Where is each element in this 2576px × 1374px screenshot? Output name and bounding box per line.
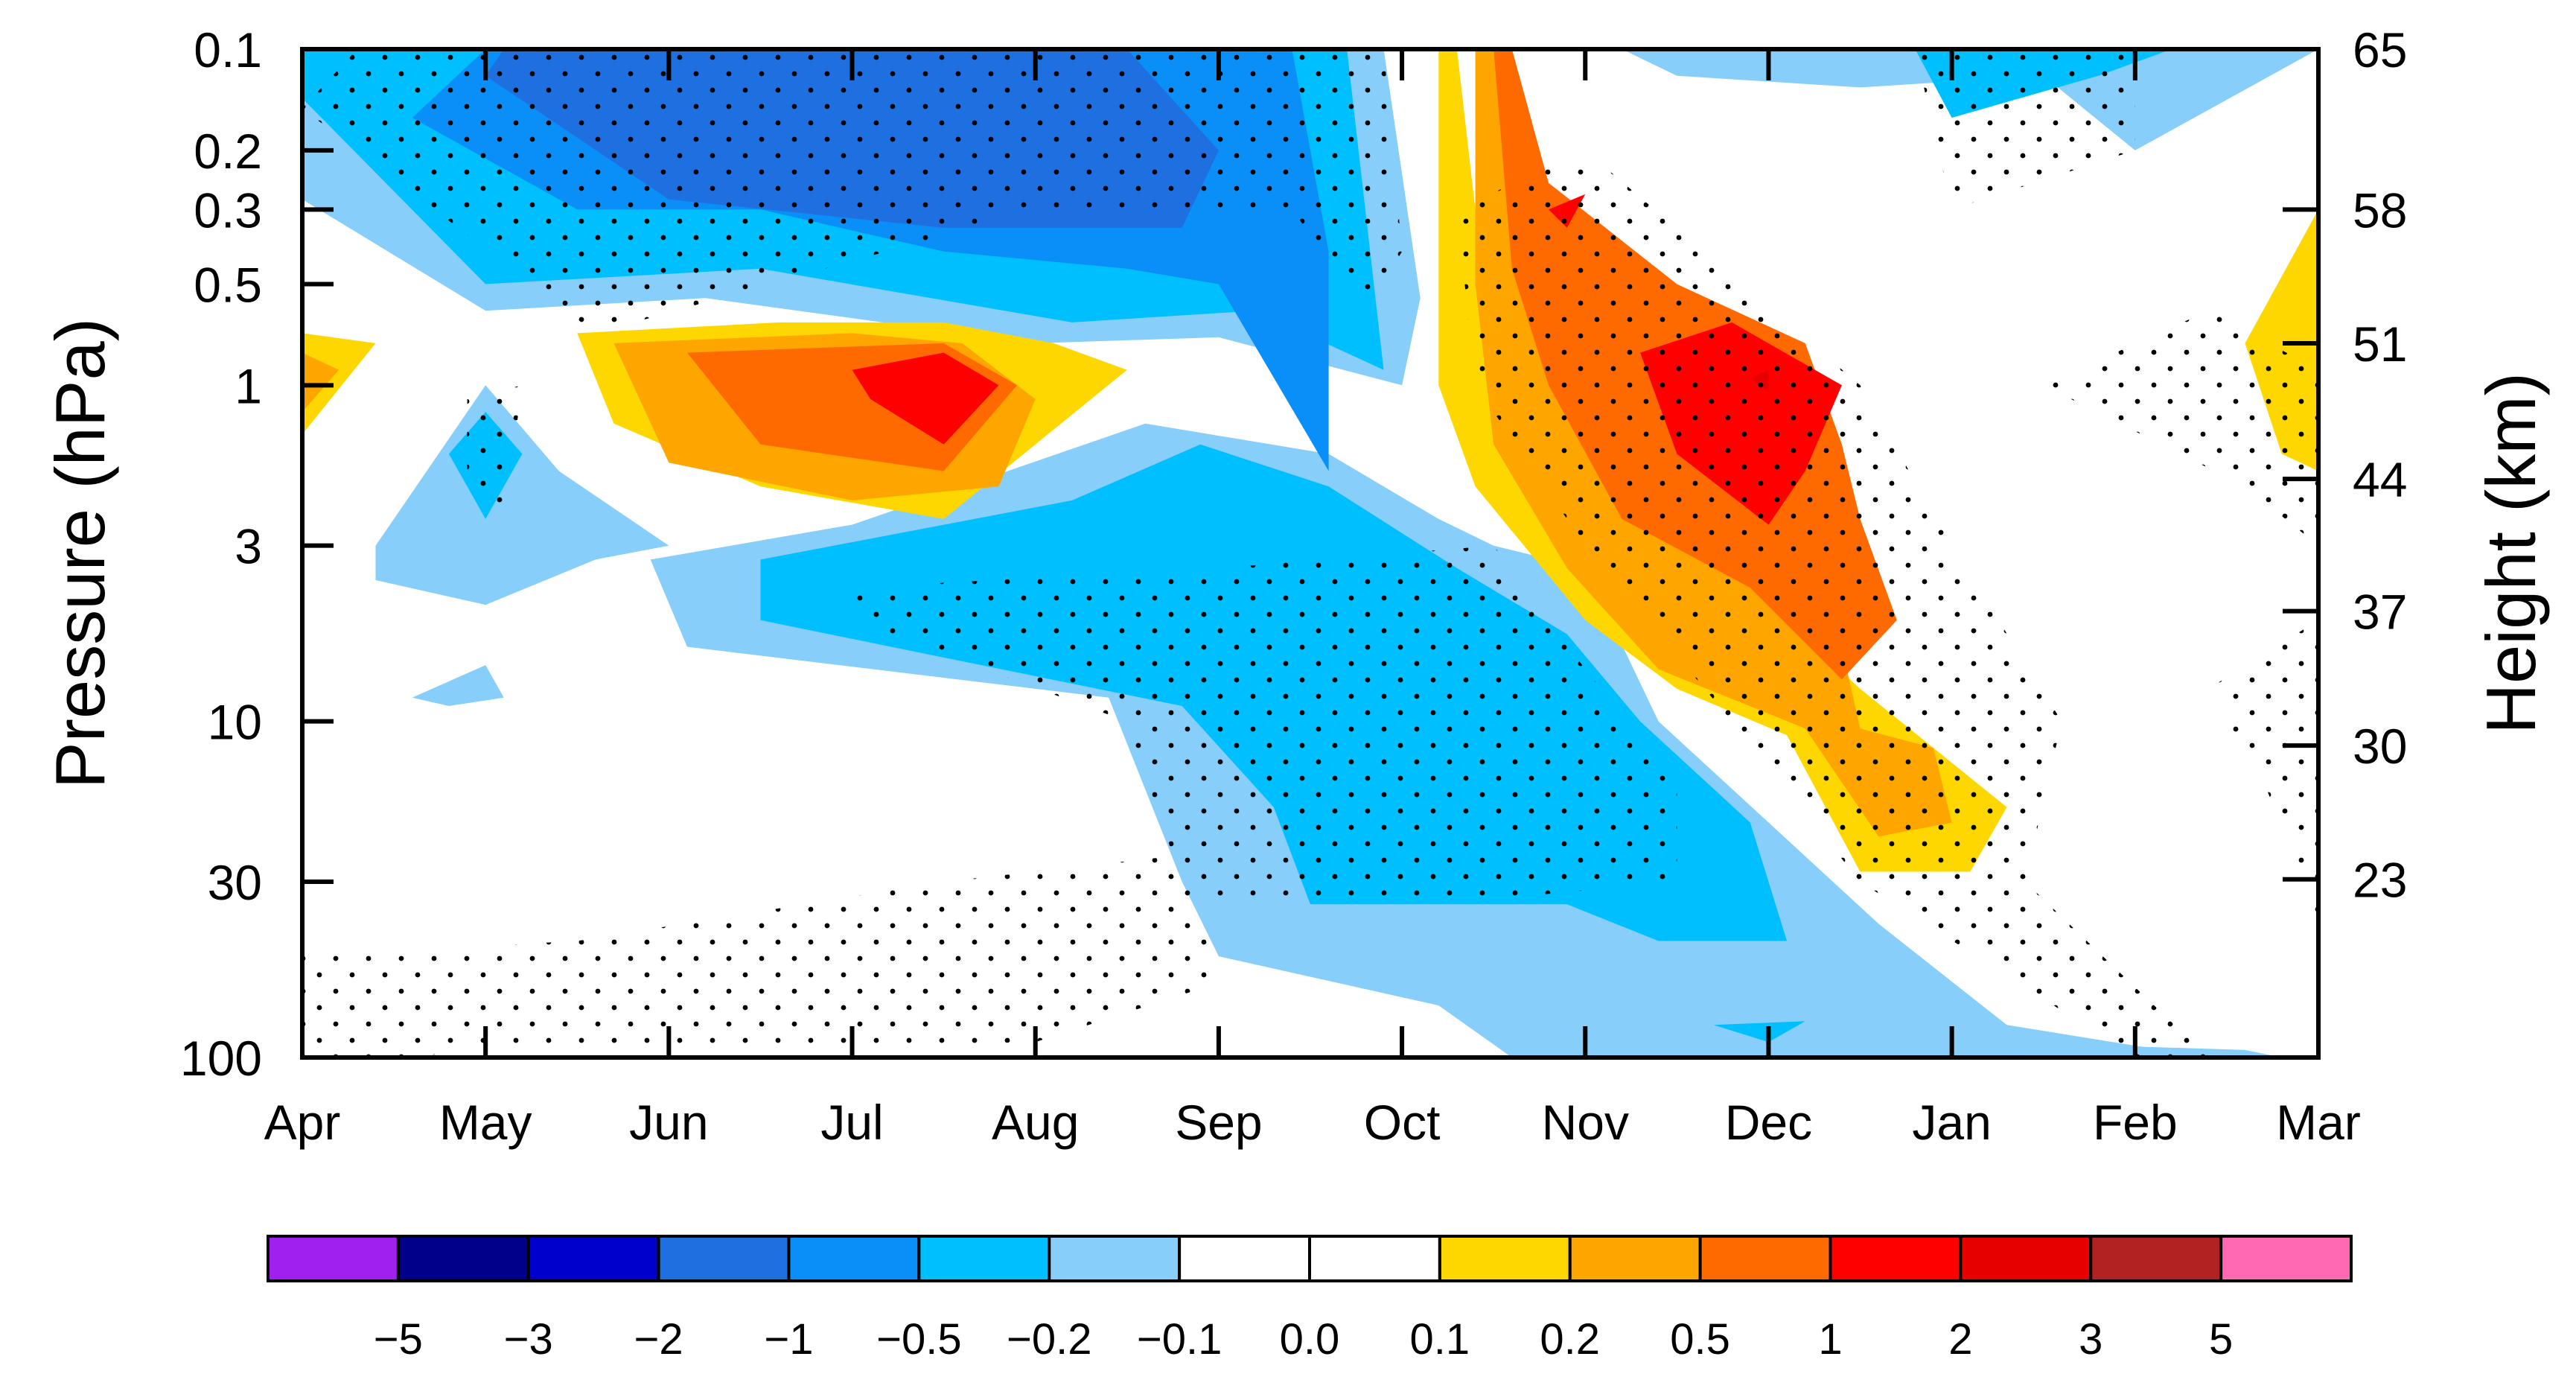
colorbar-label: 1 [1818,1315,1842,1364]
colorbar-label: 0.1 [1410,1315,1470,1364]
colorbar-label: 2 [1948,1315,1972,1364]
colorbar-swatch [526,1235,660,1282]
contour-region-19 [302,352,339,413]
y-right-tick-label: 30 [2353,719,2407,774]
colorbar-swatch [657,1235,791,1282]
colorbar: −5 −3 −2 −1 −0.5 −0.2 −0.1 0.0 0.1 0.2 0.5 1 2 3 5 [267,1235,2353,1364]
colorbar-swatch [1438,1235,1572,1282]
y-axis-right: 65 58 51 44 37 30 23 [2283,22,2407,908]
colorbar-label: −1 [764,1315,813,1364]
contour-region-23 [852,352,999,445]
colorbar-label: −0.1 [1137,1315,1222,1364]
x-tick-label: Nov [1542,1095,1629,1150]
stipple-region-1 [467,385,523,519]
x-tick-label: Oct [1364,1095,1441,1150]
y-tick-label: 30 [208,855,262,910]
x-tick-label: Jul [820,1095,883,1150]
colorbar-swatch [787,1235,921,1282]
y-right-tick-label: 51 [2353,317,2407,372]
colorbar-swatch [1698,1235,1832,1282]
stipple-region-4 [1456,150,2209,1057]
y-tick-label: 0.5 [194,257,262,312]
x-axis: Apr May Jun Jul Aug Sep Oct Nov Dec Jan Feb Mar [264,49,2361,1150]
contour-region-15 [302,333,376,435]
colorbar-swatch [1308,1235,1441,1282]
colorbar-label: 5 [2209,1315,2233,1364]
contour-region-1 [375,385,669,605]
y-right-tick-label: 65 [2353,22,2407,77]
y-tick-label: 10 [208,695,262,750]
y-axis-left: 0.1 0.20.3 0.5 1 3 10 30 100 [180,22,334,1086]
y-axis-right-title: Height (km) [2472,372,2550,734]
y-right-tick-label: 37 [2353,585,2407,640]
colorbar-swatch [396,1235,530,1282]
colorbar-swatch [1178,1235,1311,1282]
colorbar-label: −3 [504,1315,553,1364]
x-tick-label: Apr [264,1095,341,1150]
y-axis-title: Pressure (hPa) [41,318,119,789]
y-tick-label: 0.3 [194,182,262,238]
colorbar-swatch [1048,1235,1182,1282]
y-tick-label: 3 [235,519,262,574]
colorbar-swatch [1959,1235,2093,1282]
x-tick-label: May [439,1095,532,1150]
contour-region-3 [412,665,504,706]
x-tick-label: Sep [1175,1095,1262,1150]
colorbar-label: 0.2 [1540,1315,1600,1364]
x-tick-label: Jun [629,1095,708,1150]
colorbar-swatch [267,1235,400,1282]
colorbar-label: −2 [634,1315,683,1364]
y-tick-label: 0.2 [194,124,262,179]
contour-region-4 [1622,49,2318,150]
plot-frame [300,47,2321,1060]
colorbar-label: 3 [2079,1315,2102,1364]
y-right-tick-label: 44 [2353,452,2407,507]
y-tick-label: 100 [180,1031,262,1086]
colorbar-label: −0.2 [1007,1315,1092,1364]
stipple-region-2 [852,545,1677,905]
colorbar-label: −5 [374,1315,423,1364]
colorbar-swatch [917,1235,1051,1282]
y-tick-label: 1 [235,358,262,413]
x-tick-label: Aug [992,1095,1079,1150]
stipple-region-6 [1915,49,2135,210]
colorbar-swatch [1568,1235,1702,1282]
x-tick-label: Jan [1912,1095,1991,1150]
x-tick-label: Dec [1725,1095,1812,1150]
contour-region-10 [1713,1021,1805,1043]
colorbar-label: 0.5 [1670,1315,1730,1364]
stipple-region-7 [2208,620,2318,924]
colorbar-swatch [2219,1235,2353,1282]
colorbar-label: −0.5 [876,1315,962,1364]
stipple-region-3 [302,855,1219,1057]
colorbar-swatch [1829,1235,1963,1282]
colorbar-label: 0.0 [1280,1315,1340,1364]
y-right-tick-label: 23 [2353,853,2407,908]
x-tick-label: Mar [2276,1095,2361,1150]
colorbar-swatch [2089,1235,2223,1282]
x-tick-label: Feb [2093,1095,2178,1150]
stipple-region-5 [2043,311,2318,546]
significance-stippling [302,49,2318,1057]
y-tick-label: 0.1 [194,22,262,77]
stipple-region-0 [302,49,1403,334]
y-right-tick-label: 58 [2353,182,2407,238]
